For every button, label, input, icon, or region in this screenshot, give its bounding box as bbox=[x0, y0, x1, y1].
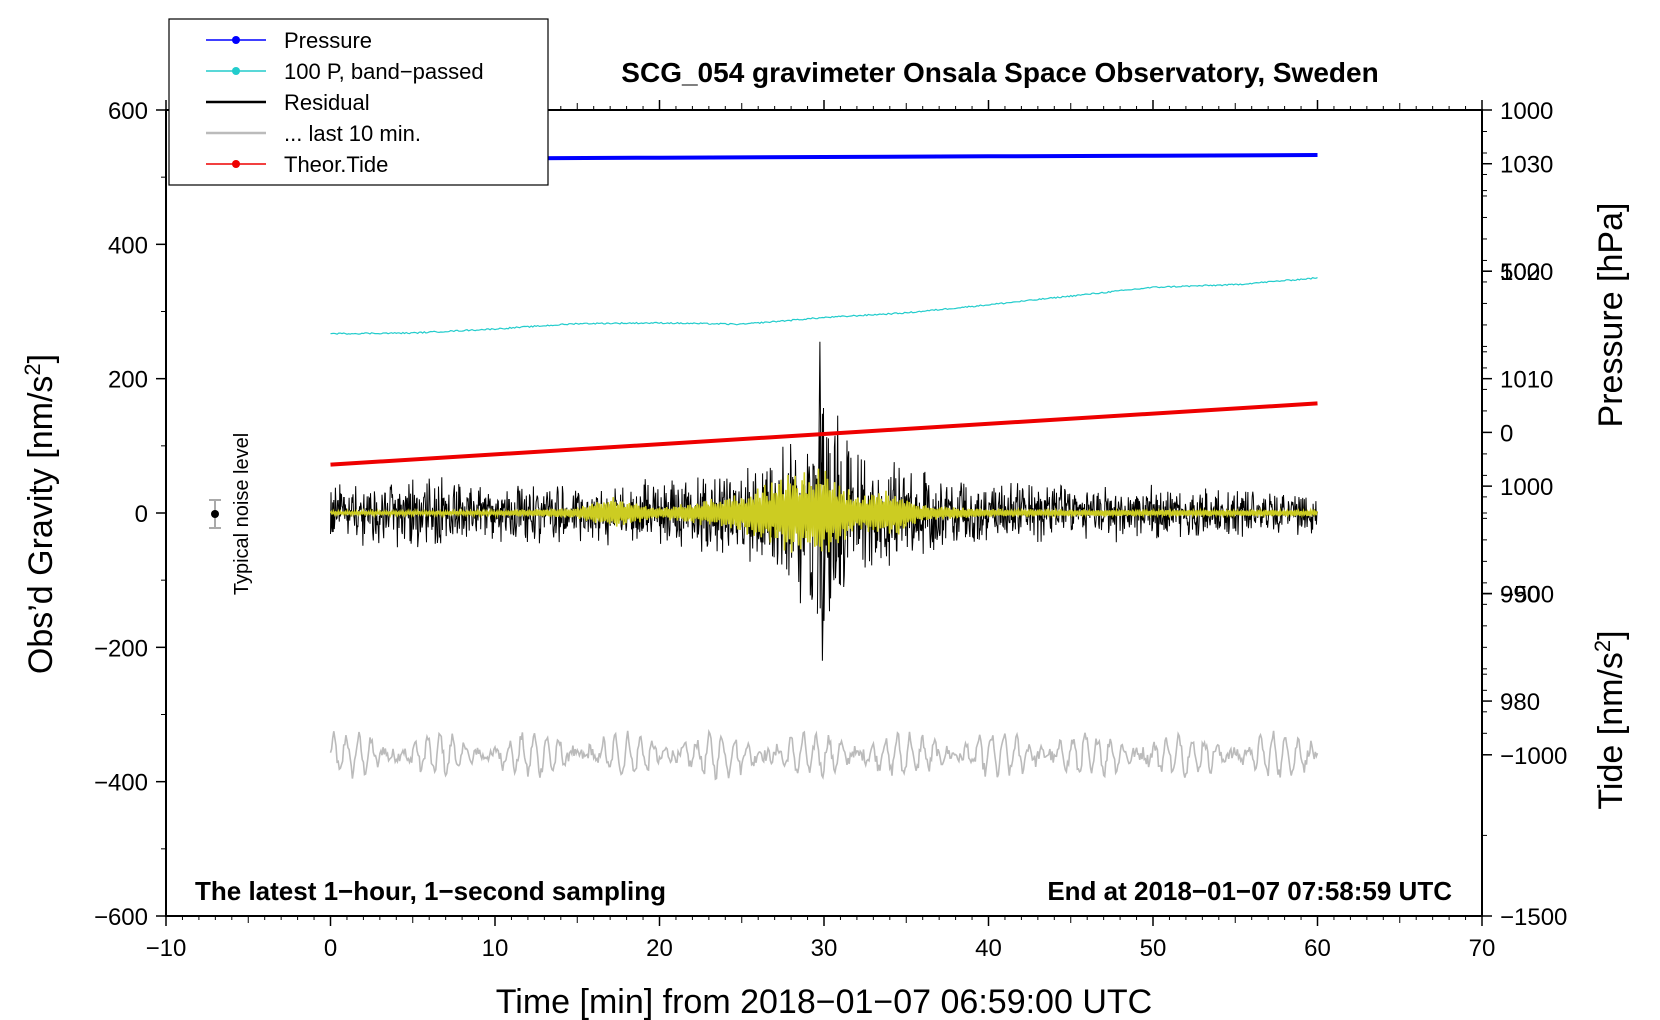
y-left-tick-label: −600 bbox=[94, 904, 148, 931]
legend-item-pressure: Pressure bbox=[206, 28, 372, 53]
series-last-10-min bbox=[329, 728, 1319, 781]
series-theor-tide bbox=[330, 401, 1318, 467]
x-tick-label: 70 bbox=[1469, 935, 1496, 962]
pressure-tick-label: 1020 bbox=[1500, 259, 1553, 286]
x-tick-label: 40 bbox=[975, 935, 1002, 962]
y-left-tick-label: −200 bbox=[94, 635, 148, 662]
x-tick-label: 10 bbox=[482, 935, 509, 962]
tide-tick-label: −500 bbox=[1500, 582, 1554, 609]
x-tick-label: −10 bbox=[146, 935, 187, 962]
noise-point bbox=[211, 510, 219, 518]
y-left-title-sup: 2 bbox=[20, 363, 45, 375]
pressure-tick-label: 1030 bbox=[1500, 152, 1553, 179]
y-left-title-text: Obs’d Gravity [nm/s bbox=[22, 376, 60, 675]
x-tick-label: 30 bbox=[811, 935, 838, 962]
pressure-tick-label: 990 bbox=[1500, 582, 1540, 609]
y-tide-title-text: Tide [nm/s bbox=[1592, 652, 1630, 809]
x-tick-label: 50 bbox=[1140, 935, 1167, 962]
legend-item-theor-tide: Theor.Tide bbox=[206, 152, 388, 177]
legend-label-residual: Residual bbox=[284, 90, 370, 115]
legend-label-theor-tide: Theor.Tide bbox=[284, 152, 388, 177]
y-left-title-close: ] bbox=[22, 354, 60, 363]
tide-tick-label: 0 bbox=[1500, 420, 1513, 447]
data-series bbox=[329, 153, 1319, 781]
note-left: The latest 1−hour, 1−second sampling bbox=[195, 876, 666, 906]
legend-marker-theor-tide bbox=[232, 160, 240, 168]
chart-title: SCG_054 gravimeter Onsala Space Observat… bbox=[621, 57, 1378, 88]
y-left-tick-label: 600 bbox=[108, 98, 148, 125]
x-axis-title: Time [min] from 2018−01−07 06:59:00 UTC bbox=[496, 983, 1152, 1020]
y-left-tick-label: 200 bbox=[108, 367, 148, 394]
legend-label-bandpassed: 100 P, band−passed bbox=[284, 59, 484, 84]
y-axis-title-left: Obs’d Gravity [nm/s2] bbox=[20, 354, 61, 674]
y-left-tick-label: 0 bbox=[135, 501, 148, 528]
y-left-tick-label: 400 bbox=[108, 232, 148, 259]
noise-level-marker: Typical noise level bbox=[209, 433, 253, 595]
legend-marker-pressure bbox=[232, 36, 240, 44]
tide-tick-label: −1500 bbox=[1500, 904, 1567, 931]
x-tick-label: 20 bbox=[646, 935, 673, 962]
tide-tick-label: 500 bbox=[1500, 259, 1540, 286]
tide-tick-label: −1000 bbox=[1500, 743, 1567, 770]
axis-ticks: −10 0 10 20 30 40 50 60 706004002000−200−400−600… bbox=[94, 98, 1567, 962]
x-tick-label: 60 bbox=[1304, 935, 1331, 962]
x-tick-label: 0 bbox=[324, 935, 337, 962]
tide-tick-label: 1000 bbox=[1500, 98, 1553, 125]
legend: Pressure 100 P, band−passed Residual ...… bbox=[168, 18, 549, 186]
legend-item-bandpassed: 100 P, band−passed bbox=[206, 59, 484, 84]
legend-marker-bandpassed bbox=[232, 67, 240, 75]
legend-item-residual: Residual bbox=[206, 90, 370, 115]
y-tide-title-close: ] bbox=[1592, 630, 1630, 639]
legend-label-last-10-min: ... last 10 min. bbox=[284, 121, 421, 146]
y-axis-title-tide: Tide [nm/s2] bbox=[1590, 630, 1631, 809]
y-tide-title-sup: 2 bbox=[1590, 640, 1615, 652]
pressure-tick-label: 1000 bbox=[1500, 474, 1553, 501]
legend-label-pressure: Pressure bbox=[284, 28, 372, 53]
legend-item-last-10-min: ... last 10 min. bbox=[206, 121, 421, 146]
series-band-passed bbox=[330, 277, 1318, 335]
series-residual-filtered bbox=[329, 468, 1319, 553]
noise-label: Typical noise level bbox=[231, 433, 253, 595]
pressure-tick-label: 1010 bbox=[1500, 367, 1553, 394]
pressure-tick-label: 980 bbox=[1500, 689, 1540, 716]
y-left-tick-label: −400 bbox=[94, 770, 148, 797]
y-axis-title-pressure: Pressure [hPa] bbox=[1592, 203, 1630, 428]
note-right: End at 2018−01−07 07:58:59 UTC bbox=[1047, 876, 1452, 906]
